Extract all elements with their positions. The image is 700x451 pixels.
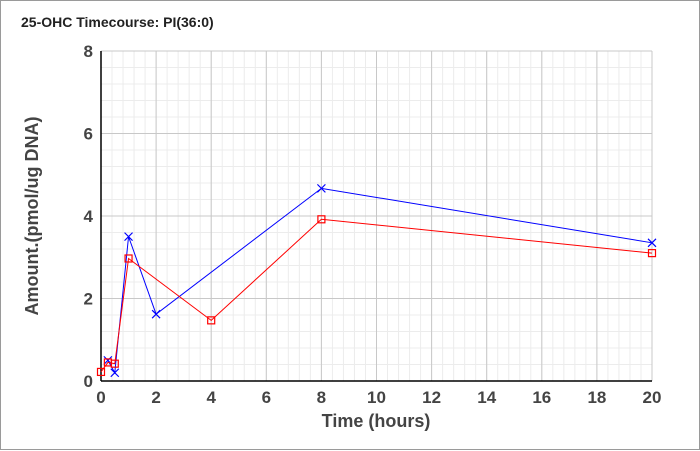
x-tick-label: 4 <box>206 388 216 407</box>
series-red-point <box>110 359 119 368</box>
x-tick-label: 6 <box>262 388 271 407</box>
x-tick-label: 10 <box>367 388 386 407</box>
series-red-point <box>96 367 106 377</box>
x-tick-label: 2 <box>151 388 160 407</box>
x-tick-label: 18 <box>587 388 606 407</box>
series-red-point <box>207 316 216 325</box>
y-tick-label: 2 <box>84 290 93 309</box>
x-tick-label: 8 <box>317 388 326 407</box>
y-tick-label: 6 <box>84 125 93 144</box>
series-red-line <box>100 218 653 373</box>
y-tick-label: 8 <box>84 42 93 61</box>
series-blue-point <box>316 183 326 193</box>
series-blue-point <box>647 238 657 248</box>
series-blue-line <box>107 187 653 375</box>
series-blue-point <box>151 309 161 319</box>
x-tick-label: 20 <box>643 388 662 407</box>
y-axis-label: Amount.(pmol/ug DNA) <box>22 117 42 316</box>
series-red-point <box>317 215 326 224</box>
series-red-point <box>647 249 657 258</box>
x-tick-label: 12 <box>422 388 441 407</box>
x-tick-label: 0 <box>96 388 105 407</box>
x-tick-label: 14 <box>477 388 496 407</box>
x-tick-label: 16 <box>532 388 551 407</box>
y-tick-label: 4 <box>84 207 94 226</box>
chart-title: 25-OHC Timecourse: PI(36:0) <box>21 14 214 30</box>
y-tick-label: 0 <box>84 372 93 391</box>
series-red-point <box>124 254 133 263</box>
x-axis-label: Time (hours) <box>322 411 431 431</box>
series-blue-point <box>110 368 120 378</box>
series-blue-point <box>124 232 133 242</box>
